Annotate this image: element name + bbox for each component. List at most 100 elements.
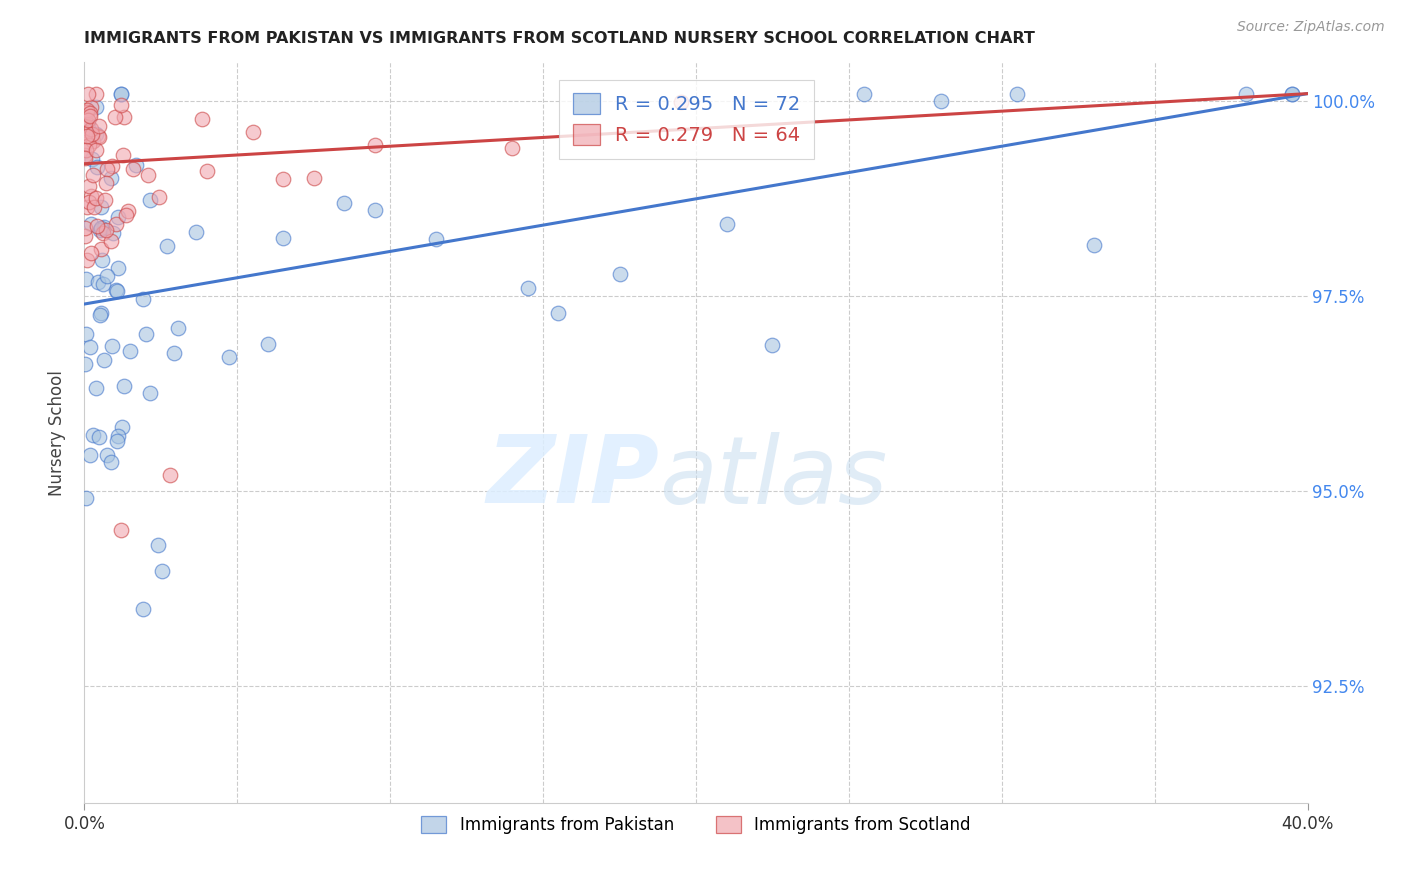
Point: [93, 220, 115, 235]
Point: [218, 351, 240, 365]
Text: ZIP: ZIP: [486, 431, 659, 523]
Point: [93, 353, 115, 368]
Point: [302, 171, 325, 186]
Point: [1236, 87, 1258, 101]
Point: [156, 238, 179, 252]
Point: [77, 194, 100, 209]
Point: [73, 137, 96, 152]
Point: [90, 220, 112, 235]
Point: [79, 340, 101, 354]
Point: [79, 138, 101, 153]
Point: [195, 163, 218, 178]
Point: [96, 161, 118, 176]
Point: [76, 104, 98, 119]
Point: [105, 284, 128, 298]
Point: [1083, 238, 1105, 252]
Point: [75, 326, 97, 341]
Point: [121, 162, 143, 177]
Point: [77, 178, 100, 193]
Point: [82, 134, 104, 148]
Point: [91, 277, 114, 292]
Point: [853, 87, 876, 101]
Text: atlas: atlas: [659, 432, 887, 523]
Point: [84, 191, 107, 205]
Point: [73, 147, 96, 161]
Point: [184, 225, 207, 239]
Point: [100, 170, 122, 185]
Point: [80, 122, 103, 136]
Point: [190, 112, 212, 127]
Point: [90, 243, 112, 257]
Point: [76, 200, 98, 214]
Point: [82, 427, 104, 442]
Point: [110, 97, 132, 112]
Text: Source: ZipAtlas.com: Source: ZipAtlas.com: [1237, 20, 1385, 34]
Point: [83, 200, 105, 214]
Point: [73, 357, 96, 371]
Point: [132, 292, 155, 306]
Point: [1281, 87, 1303, 101]
Point: [76, 252, 98, 267]
Point: [84, 144, 107, 158]
Point: [73, 151, 96, 165]
Point: [84, 87, 107, 101]
Y-axis label: Nursery School: Nursery School: [48, 369, 66, 496]
Point: [87, 129, 110, 144]
Point: [76, 87, 98, 101]
Point: [89, 119, 111, 133]
Point: [105, 434, 128, 448]
Point: [150, 564, 173, 578]
Point: [139, 193, 162, 207]
Point: [139, 386, 162, 401]
Point: [84, 100, 107, 114]
Point: [90, 306, 112, 320]
Point: [163, 345, 186, 359]
Point: [257, 337, 280, 351]
Point: [1005, 87, 1028, 101]
Point: [425, 232, 447, 246]
Point: [80, 153, 103, 167]
Point: [75, 271, 97, 285]
Point: [107, 210, 129, 224]
Point: [80, 245, 103, 260]
Point: [159, 468, 181, 483]
Point: [79, 109, 101, 123]
Point: [96, 448, 118, 462]
Point: [1281, 87, 1303, 101]
Point: [929, 94, 952, 108]
Point: [101, 338, 124, 352]
Point: [107, 261, 129, 276]
Point: [86, 219, 108, 233]
Point: [75, 491, 97, 506]
Point: [166, 321, 188, 335]
Point: [111, 420, 134, 434]
Point: [761, 338, 783, 352]
Point: [111, 147, 134, 161]
Point: [101, 226, 124, 240]
Point: [73, 121, 96, 136]
Point: [547, 306, 569, 320]
Point: [79, 448, 101, 462]
Point: [96, 176, 118, 190]
Point: [80, 217, 103, 231]
Point: [115, 208, 138, 222]
Point: [86, 160, 108, 174]
Point: [516, 281, 538, 295]
Point: [104, 217, 127, 231]
Point: [716, 218, 738, 232]
Point: [76, 117, 98, 131]
Point: [75, 220, 97, 235]
Legend: Immigrants from Pakistan, Immigrants from Scotland: Immigrants from Pakistan, Immigrants fro…: [413, 808, 979, 843]
Point: [135, 327, 157, 342]
Point: [76, 128, 98, 143]
Point: [94, 194, 117, 208]
Point: [77, 112, 100, 127]
Point: [104, 283, 127, 297]
Text: IMMIGRANTS FROM PAKISTAN VS IMMIGRANTS FROM SCOTLAND NURSERY SCHOOL CORRELATION : IMMIGRANTS FROM PAKISTAN VS IMMIGRANTS F…: [84, 31, 1035, 46]
Point: [117, 204, 139, 219]
Point: [112, 110, 135, 124]
Point: [110, 87, 132, 101]
Point: [75, 111, 97, 125]
Point: [84, 381, 107, 395]
Point: [84, 128, 107, 142]
